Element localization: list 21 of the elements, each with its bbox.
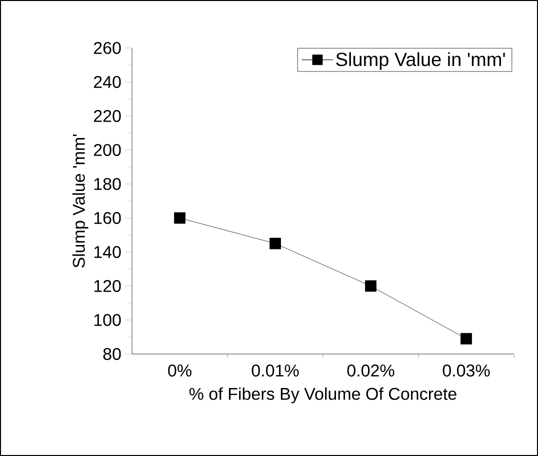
point (460, 333, 472, 344)
y-tick-label: 180 (94, 178, 121, 190)
y-tick-label: 220 (94, 110, 121, 122)
point (365, 280, 376, 292)
point (270, 238, 281, 250)
point (174, 212, 186, 224)
x-tick-label: 0.02% (347, 364, 394, 377)
legend-label: Slump Value in 'mm' (336, 52, 505, 70)
y-tick-label: 260 (94, 42, 121, 54)
x-tick-label: 0.03% (442, 364, 490, 377)
y-tick-label: 240 (94, 76, 121, 88)
x-tick-label: 0% (168, 364, 192, 377)
x-tick-label: 0.01% (252, 364, 299, 377)
y-tick-label: 80 (103, 348, 121, 360)
y-tick-label: 200 (94, 144, 121, 156)
y-tick-label: 160 (94, 212, 121, 224)
x-axis-title: % of Fibers By Volume Of Concrete (189, 387, 456, 404)
y-tick-label: 100 (94, 314, 121, 326)
y-tick-label: 120 (94, 280, 121, 292)
y-tick-label: 140 (94, 246, 121, 258)
y-axis-title: Slump Value 'mm' (72, 134, 88, 268)
